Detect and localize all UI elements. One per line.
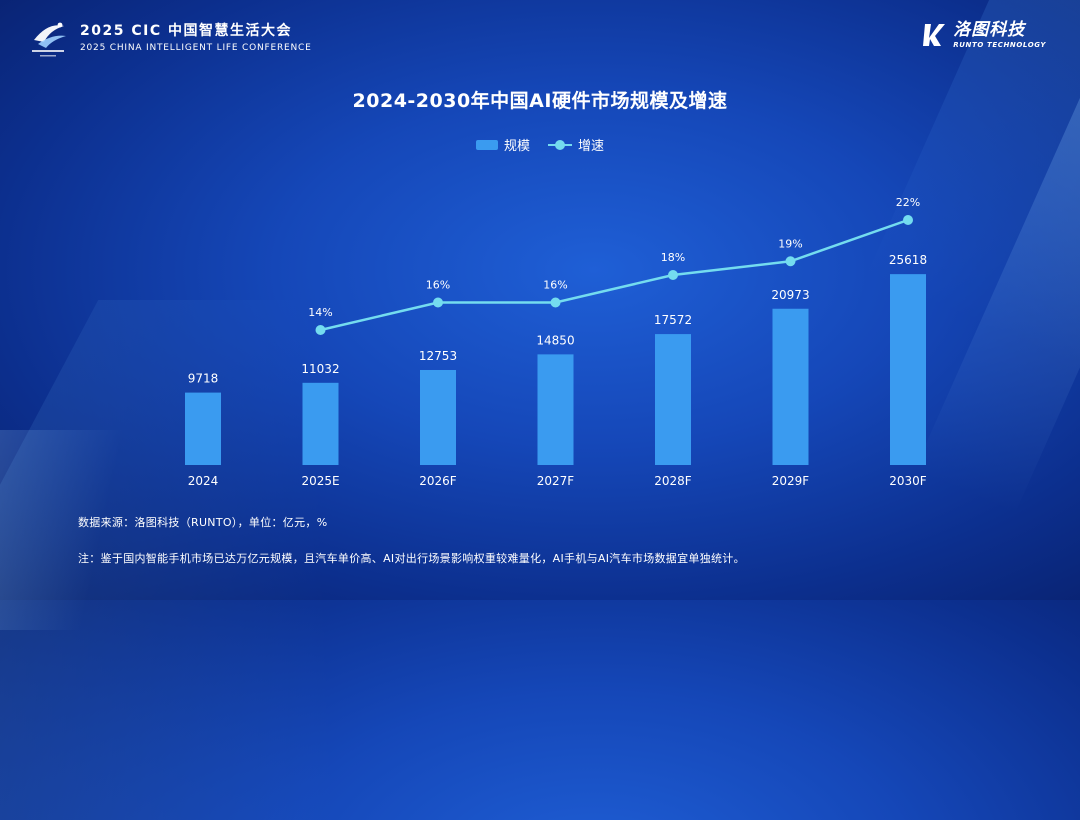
x-tick-label: 2030F [889, 474, 927, 488]
chart-title: 2024-2030年中国AI硬件市场规模及增速 [352, 90, 728, 112]
brand-name-en: RUNTO TECHNOLOGY [953, 41, 1046, 49]
legend-item-growth[interactable]: 增速 [548, 135, 604, 154]
chart-plot: 9718 2024 11032 2025E 12753 2026F 14850 2027F 17… [185, 196, 927, 488]
bar [185, 392, 221, 465]
conference-header: 2025 CIC 中国智慧生活大会 2025 CHINA INTELLIGENT… [26, 16, 312, 60]
bar-value-label: 25618 [889, 253, 927, 267]
bar-value-label: 20973 [771, 288, 809, 302]
x-tick-label: 2028F [654, 474, 692, 488]
growth-value-label: 14% [308, 306, 332, 319]
growth-point [433, 297, 443, 308]
x-tick-label: 2024 [188, 474, 219, 488]
chart-legend: 规模 增速 [0, 135, 1080, 154]
footnote: 注：鉴于国内智能手机市场已达万亿元规模，且汽车单价高、AI对出行场景影响权重较难… [78, 552, 745, 565]
conference-subtitle: 2025 CHINA INTELLIGENT LIFE CONFERENCE [80, 42, 312, 53]
growth-value-label: 22% [896, 196, 920, 209]
growth-value-label: 16% [543, 279, 567, 292]
legend-label-growth: 增速 [578, 139, 605, 154]
growth-point [785, 256, 796, 267]
x-tick-label: 2026F [419, 474, 457, 488]
bar-value-label: 11032 [301, 362, 339, 376]
runto-logo-icon [923, 24, 946, 46]
brand-name: 洛图科技 [953, 20, 1026, 40]
bar-value-label: 14850 [536, 333, 574, 347]
legend-item-scale[interactable]: 规模 [475, 135, 530, 154]
bar [655, 334, 691, 465]
growth-point [315, 325, 326, 335]
conference-logo-icon [32, 22, 66, 57]
brand-logo: 洛图科技 RUNTO TECHNOLOGY [921, 20, 1046, 50]
growth-point [550, 297, 561, 308]
legend-label-scale: 规模 [503, 139, 530, 154]
bar-value-label: 12753 [419, 349, 457, 363]
bar [537, 354, 574, 465]
x-tick-label: 2025E [301, 474, 339, 488]
legend-bar-swatch [475, 139, 498, 150]
bar [890, 274, 926, 465]
bar-value-label: 9718 [188, 372, 219, 386]
legend-line-swatch [548, 139, 572, 150]
bar [302, 382, 339, 465]
growth-point [668, 270, 678, 280]
growth-line [320, 218, 909, 332]
growth-point [903, 215, 913, 225]
growth-value-label: 18% [661, 251, 685, 264]
growth-value-label: 19% [778, 237, 802, 250]
growth-value-label: 16% [426, 279, 450, 292]
bar [772, 308, 809, 465]
conference-title: 2025 CIC 中国智慧生活大会 [80, 22, 292, 39]
data-source: 数据来源：洛图科技（RUNTO），单位：亿元，% [78, 516, 328, 529]
x-tick-label: 2029F [772, 474, 810, 488]
bar [420, 369, 456, 465]
x-tick-label: 2027F [537, 474, 575, 488]
bar-value-label: 17572 [654, 313, 692, 327]
